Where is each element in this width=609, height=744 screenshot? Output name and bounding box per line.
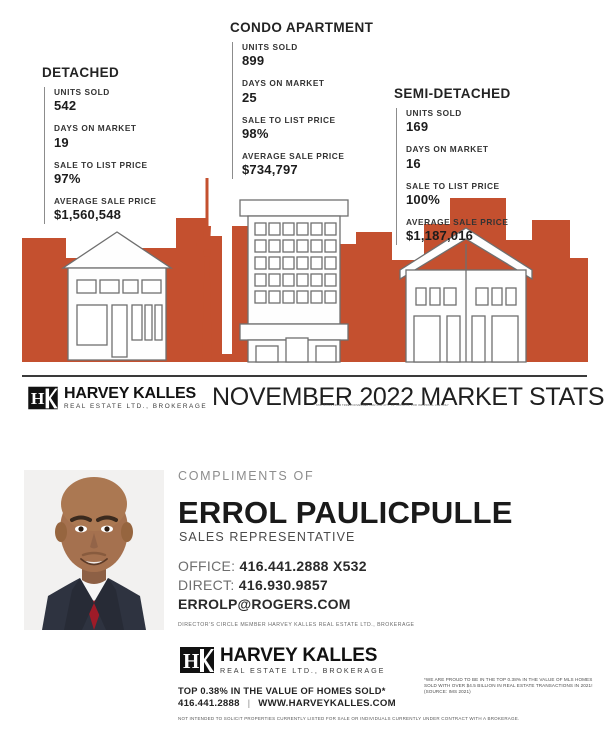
stat-row: UNITS SOLD 542 bbox=[54, 87, 156, 115]
agent-portrait bbox=[24, 470, 164, 630]
stat-row: DAYS ON MARKET 16 bbox=[406, 144, 511, 172]
hk-monogram-icon: H bbox=[28, 386, 58, 410]
office-label: OFFICE: bbox=[178, 558, 236, 574]
direct-phone-line: DIRECT: 416.930.9857 bbox=[178, 576, 367, 595]
stat-category-title: SEMI-DETACHED bbox=[394, 86, 511, 101]
agent-contact-details: OFFICE: 416.441.2888 X532 DIRECT: 416.93… bbox=[178, 557, 367, 614]
stat-label: AVERAGE SALE PRICE bbox=[406, 216, 509, 227]
stat-value: 25 bbox=[242, 89, 257, 105]
stat-column-condo-apartment: CONDO APARTMENT UNITS SOLD 899 DAYS ON M… bbox=[230, 20, 374, 179]
stat-row: DAYS ON MARKET 19 bbox=[54, 123, 156, 151]
stat-row: UNITS SOLD 169 bbox=[406, 108, 511, 136]
brand-name: HARVEY KALLES bbox=[220, 645, 378, 667]
stat-value: $1,187,016 bbox=[406, 228, 474, 244]
stat-label: SALE TO LIST PRICE bbox=[406, 180, 500, 191]
stat-category-title: CONDO APARTMENT bbox=[230, 20, 374, 35]
harvey-kalles-logo-header: H HARVEY KALLES REAL ESTATE LTD., BROKER… bbox=[28, 385, 207, 411]
cn-tower-icon bbox=[196, 178, 218, 360]
stat-row: AVERAGE SALE PRICE $1,560,548 bbox=[54, 196, 156, 224]
stat-category-title: DETACHED bbox=[42, 65, 120, 80]
directors-circle-line: DIRECTOR'S CIRCLE MEMBER HARVEY KALLES R… bbox=[178, 622, 415, 628]
direct-phone[interactable]: 416.930.9857 bbox=[238, 577, 329, 593]
footer-separator: | bbox=[247, 698, 251, 709]
footer-phone-number[interactable]: 416.441.2888 bbox=[178, 698, 240, 709]
stat-column-semi-detached: SEMI-DETACHED UNITS SOLD 169 DAYS ON MAR… bbox=[394, 86, 511, 245]
stat-row: SALE TO LIST PRICE 97% bbox=[54, 160, 156, 188]
banner-divider bbox=[22, 375, 587, 377]
agent-name: ERROL PAULICPULLE bbox=[178, 495, 513, 530]
stat-label: SALE TO LIST PRICE bbox=[242, 114, 336, 125]
harvey-kalles-logo-footer: H HARVEY KALLES REAL ESTATE LTD., BROKER… bbox=[180, 645, 385, 675]
stat-value: 97% bbox=[54, 170, 81, 186]
office-phone-line: OFFICE: 416.441.2888 X532 bbox=[178, 557, 367, 576]
stat-row: UNITS SOLD 899 bbox=[242, 42, 373, 70]
brand-tagline: REAL ESTATE LTD., BROKERAGE bbox=[64, 402, 208, 410]
stat-rows: UNITS SOLD 542 DAYS ON MARKET 19 SALE TO… bbox=[44, 87, 156, 224]
hk-monogram-icon: H bbox=[180, 647, 214, 673]
footer-contact-line: 416.441.2888 | WWW.HARVEYKALLES.COM bbox=[178, 698, 396, 709]
svg-text:H: H bbox=[183, 649, 199, 673]
banner-fineprint: STATISTICS FROM TRREB NOVEMBER 2022 FOR … bbox=[316, 404, 449, 407]
agent-email[interactable]: ERROLP@ROGERS.COM bbox=[178, 596, 351, 612]
brand-tagline: REAL ESTATE LTD., BROKERAGE bbox=[220, 665, 386, 675]
stat-label: UNITS SOLD bbox=[242, 42, 298, 52]
stat-rows: UNITS SOLD 899 DAYS ON MARKET 25 SALE TO… bbox=[232, 42, 373, 179]
semi-detached-house-icon bbox=[399, 227, 533, 363]
disclaimer-solicitation: NOT INTENDED TO SOLICIT PROPERTIES CURRE… bbox=[178, 716, 520, 721]
stat-value: 19 bbox=[54, 134, 69, 150]
stat-label: AVERAGE SALE PRICE bbox=[242, 150, 345, 161]
stat-value: 100% bbox=[406, 191, 441, 207]
stat-value: $734,797 bbox=[242, 162, 298, 178]
stat-value: 169 bbox=[406, 119, 429, 135]
condo-tower-icon bbox=[239, 199, 349, 363]
stat-row: AVERAGE SALE PRICE $1,187,016 bbox=[406, 217, 511, 245]
stat-rows: UNITS SOLD 169 DAYS ON MARKET 16 SALE TO… bbox=[396, 108, 511, 245]
agent-photo-illustration bbox=[24, 470, 164, 630]
stat-label: SALE TO LIST PRICE bbox=[54, 159, 148, 170]
footer-website[interactable]: WWW.HARVEYKALLES.COM bbox=[258, 698, 396, 709]
stat-value: 899 bbox=[242, 53, 265, 69]
brand-name: HARVEY KALLES bbox=[64, 385, 196, 403]
office-phone[interactable]: 416.441.2888 X532 bbox=[239, 558, 367, 574]
stat-label: DAYS ON MARKET bbox=[54, 123, 137, 134]
stat-label: UNITS SOLD bbox=[406, 108, 462, 118]
stat-label: UNITS SOLD bbox=[54, 87, 110, 97]
stat-value: $1,560,548 bbox=[54, 207, 122, 223]
top-percent-claim: TOP 0.38% IN THE VALUE OF HOMES SOLD* bbox=[178, 686, 386, 696]
stat-value: 98% bbox=[242, 125, 269, 141]
skyline-illustration bbox=[22, 178, 588, 363]
agent-role: SALES REPRESENTATIVE bbox=[179, 530, 356, 544]
agent-contact-card: COMPLIMENTS OF ERROL PAULICPULLE SALES R… bbox=[0, 455, 609, 744]
svg-text:H: H bbox=[31, 389, 45, 408]
stat-value: 542 bbox=[54, 98, 77, 114]
stat-row: DAYS ON MARKET 25 bbox=[242, 78, 373, 106]
disclaimer-top-percent: *WE ARE PROUD TO BE IN THE TOP 0.38% IN … bbox=[424, 677, 593, 695]
brand-wordmark: HARVEY KALLES REAL ESTATE LTD., BROKERAG… bbox=[220, 646, 385, 674]
market-stats-banner: H HARVEY KALLES REAL ESTATE LTD., BROKER… bbox=[0, 375, 609, 423]
stat-row: SALE TO LIST PRICE 100% bbox=[406, 181, 511, 209]
stat-value: 16 bbox=[406, 155, 421, 171]
market-stats-panel: DETACHED UNITS SOLD 542 DAYS ON MARKET 1… bbox=[22, 20, 588, 363]
stat-column-detached: DETACHED UNITS SOLD 542 DAYS ON MARKET 1… bbox=[42, 65, 156, 224]
stat-label: DAYS ON MARKET bbox=[242, 78, 325, 89]
brand-wordmark: HARVEY KALLES REAL ESTATE LTD., BROKERAG… bbox=[64, 386, 207, 410]
stat-label: DAYS ON MARKET bbox=[406, 144, 489, 155]
stat-label: AVERAGE SALE PRICE bbox=[54, 195, 157, 206]
direct-label: DIRECT: bbox=[178, 577, 235, 593]
detached-house-icon bbox=[60, 231, 174, 361]
stat-row: SALE TO LIST PRICE 98% bbox=[242, 115, 373, 143]
stat-row: AVERAGE SALE PRICE $734,797 bbox=[242, 151, 373, 179]
banner-title: NOVEMBER 2022 MARKET STATS bbox=[212, 383, 605, 411]
compliments-label: COMPLIMENTS OF bbox=[178, 469, 315, 483]
